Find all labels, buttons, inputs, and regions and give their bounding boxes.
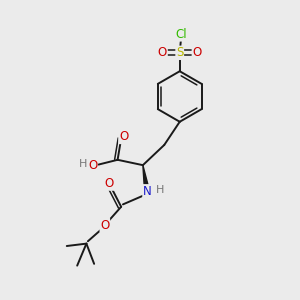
Text: H: H	[156, 185, 164, 195]
Polygon shape	[143, 165, 150, 193]
Text: O: O	[119, 130, 128, 143]
Text: Cl: Cl	[176, 28, 187, 41]
Text: O: O	[100, 219, 110, 232]
Text: S: S	[176, 46, 183, 59]
Text: O: O	[192, 46, 202, 59]
Text: N: N	[143, 185, 152, 198]
Text: H: H	[79, 159, 87, 169]
Text: O: O	[158, 46, 167, 59]
Text: O: O	[88, 159, 97, 172]
Text: O: O	[104, 177, 114, 190]
